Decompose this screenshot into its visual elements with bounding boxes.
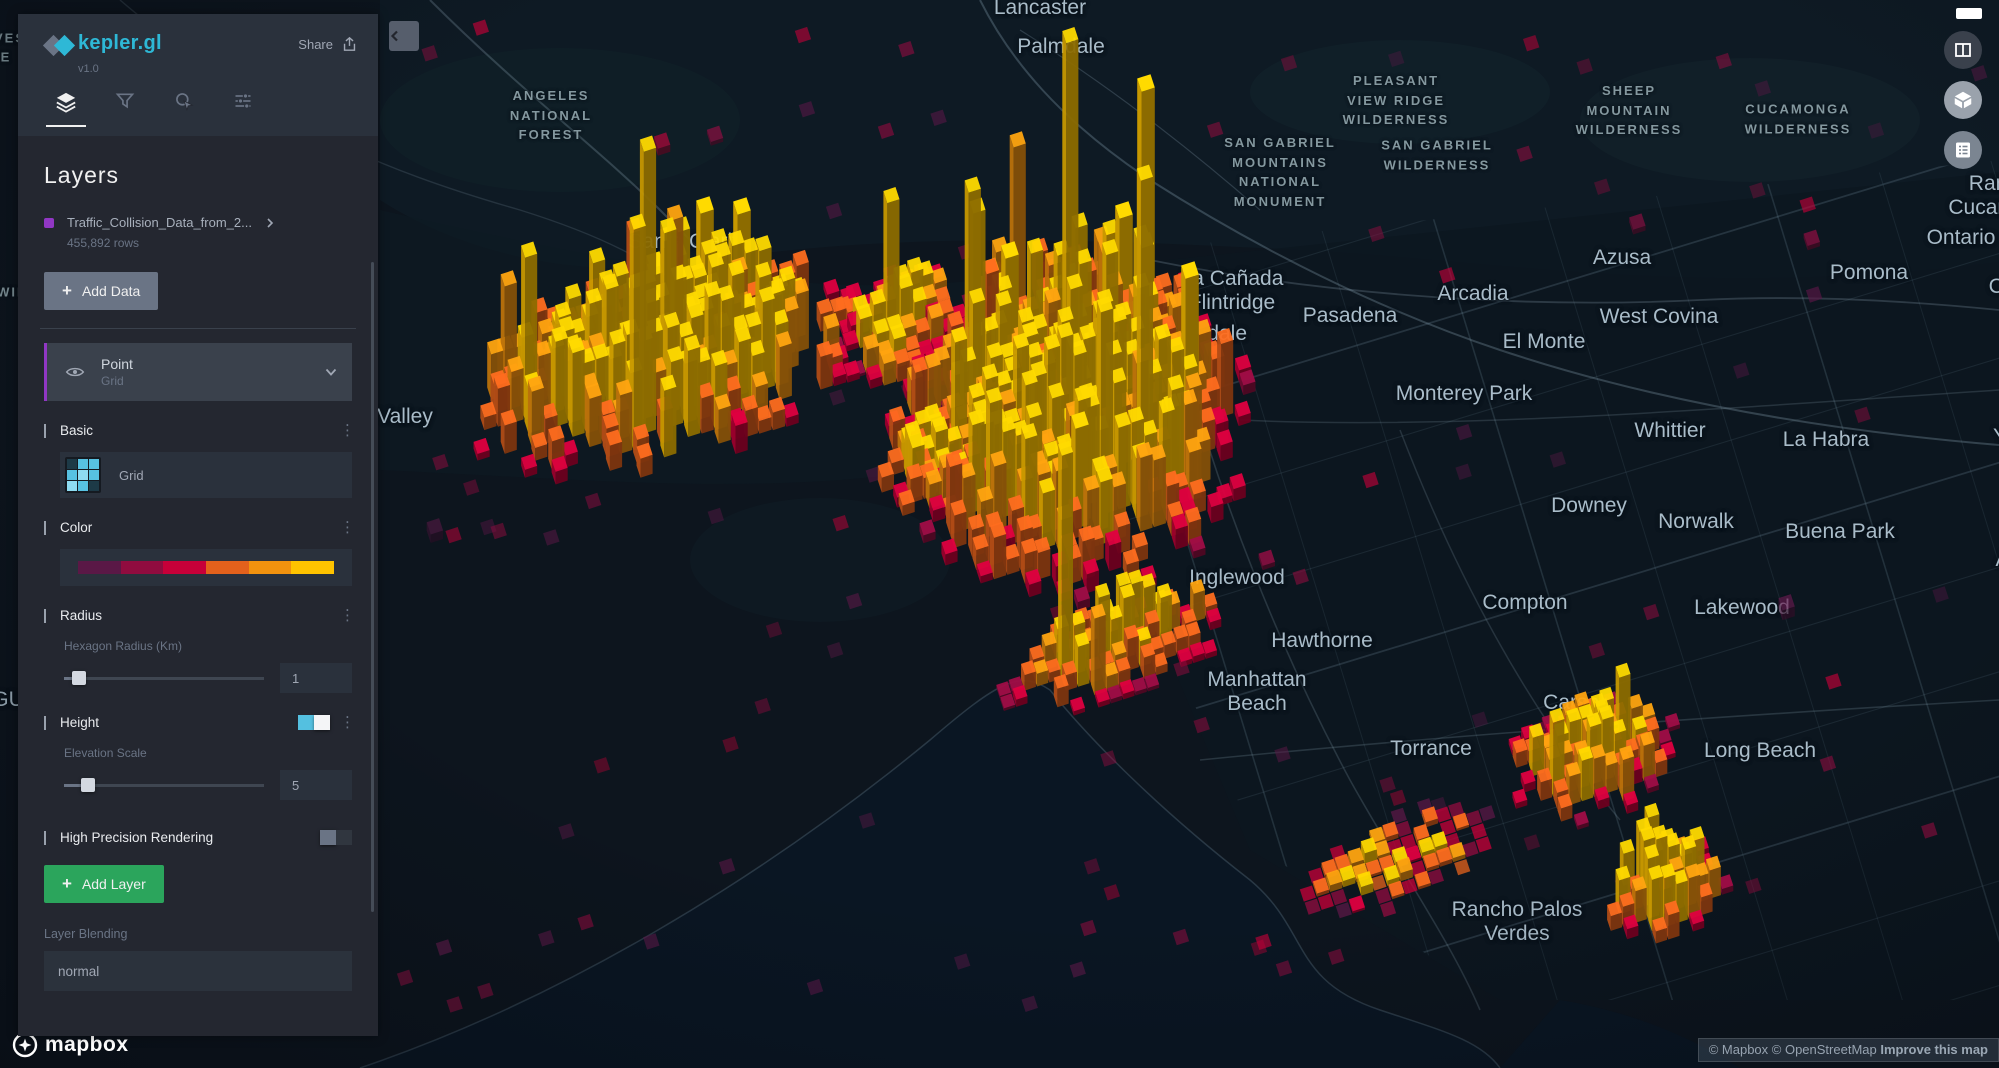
elevation-slider[interactable] — [64, 778, 264, 792]
split-map-icon — [1955, 43, 1971, 57]
section-height: Height ⋮ — [44, 713, 355, 731]
app-logo: kepler.gl — [42, 32, 356, 60]
layer-blending-label: Layer Blending — [44, 927, 128, 941]
section-bar — [44, 830, 46, 845]
legend-icon — [1956, 142, 1970, 158]
export-icon — [343, 36, 356, 51]
layer-type: Grid — [101, 374, 124, 388]
elevation-value-input[interactable] — [280, 770, 352, 800]
grid-type-icon — [65, 457, 101, 493]
chevron-down-icon[interactable] — [324, 365, 338, 379]
layer-blending-value: normal — [58, 963, 100, 979]
slider-track[interactable] — [64, 784, 264, 787]
tab-filters[interactable] — [105, 91, 145, 127]
dataset-color-swatch — [44, 217, 54, 228]
tab-basemap[interactable] — [223, 91, 263, 127]
split-map-button[interactable] — [1944, 31, 1982, 69]
side-panel: kepler.gl v1.0 Share — [18, 14, 378, 1036]
precision-toggle[interactable] — [320, 830, 352, 845]
chevron-left-icon — [390, 30, 398, 42]
section-menu-icon[interactable]: ⋮ — [340, 518, 355, 536]
app-version: v1.0 — [78, 63, 99, 75]
side-panel-header: kepler.gl v1.0 Share — [18, 14, 378, 136]
plus-icon: + — [62, 281, 72, 300]
chevron-right-icon — [267, 217, 274, 228]
section-bar — [44, 715, 46, 730]
improve-map-link[interactable]: Improve this map — [1880, 1042, 1988, 1057]
map-attribution[interactable]: © Mapbox © OpenStreetMap Improve this ma… — [1697, 1038, 1999, 1062]
layer-type-value: Grid — [119, 467, 144, 483]
share-button[interactable]: Share — [298, 36, 358, 53]
radius-value-input[interactable] — [280, 663, 352, 693]
slider-track[interactable] — [64, 677, 264, 680]
slider-fill — [64, 784, 88, 787]
radius-slider[interactable] — [64, 671, 264, 685]
divider — [40, 328, 356, 329]
slider-handle[interactable] — [81, 778, 95, 792]
color-range-field[interactable] — [60, 549, 352, 586]
section-menu-icon[interactable]: ⋮ — [340, 713, 355, 731]
section-basic-label: Basic — [60, 423, 94, 438]
cube-3d-icon — [1954, 91, 1972, 109]
section-color-label: Color — [60, 520, 93, 535]
section-radius-label: Radius — [60, 608, 103, 623]
dataset-item[interactable]: Traffic_Collision_Data_from_2... — [44, 215, 352, 230]
section-height-label: Height — [60, 715, 100, 730]
precision-label: High Precision Rendering — [60, 830, 214, 845]
map-legend-button[interactable] — [1944, 131, 1982, 169]
toggle-3d-button[interactable] — [1944, 81, 1982, 119]
dataset-name: Traffic_Collision_Data_from_2... — [67, 215, 252, 230]
minimize-chip[interactable] — [1956, 8, 1982, 19]
add-data-label: Add Data — [81, 283, 141, 299]
share-label: Share — [298, 37, 333, 52]
side-panel-tabs — [46, 91, 356, 127]
layer-type-selector[interactable]: Grid — [60, 452, 352, 498]
section-basic: Basic ⋮ — [44, 421, 355, 439]
section-radius: Radius ⋮ — [44, 606, 355, 624]
height-sublabel: Elevation Scale — [64, 746, 147, 760]
kepler-logo-icon — [42, 34, 78, 60]
plus-icon: + — [62, 874, 72, 893]
dataset-row-count: 455,892 rows — [67, 236, 140, 250]
add-layer-label: Add Layer — [81, 876, 146, 892]
cursor-click-icon — [176, 93, 194, 111]
section-bar — [44, 608, 46, 623]
slider-handle[interactable] — [72, 671, 86, 685]
section-menu-icon[interactable]: ⋮ — [340, 421, 355, 439]
panel-scrollbar[interactable] — [371, 262, 374, 912]
radius-sublabel: Hexagon Radius (Km) — [64, 639, 183, 653]
layer-panel-header[interactable]: Point Grid — [44, 343, 352, 401]
section-bar — [44, 423, 46, 438]
layers-panel: Layers Traffic_Collision_Data_from_2... … — [18, 136, 378, 1036]
settings-sliders-icon — [235, 93, 251, 109]
layer-name: Point — [101, 356, 133, 372]
attribution-text: © Mapbox © OpenStreetMap — [1708, 1042, 1881, 1057]
height-toggle[interactable] — [298, 715, 330, 730]
panel-title: Layers — [44, 162, 120, 188]
add-data-button[interactable]: + Add Data — [44, 272, 159, 310]
tab-layers[interactable] — [46, 91, 86, 127]
section-bar — [44, 520, 46, 535]
map-controls — [1944, 8, 1982, 169]
layers-icon — [56, 92, 76, 113]
sidebar-collapse-button[interactable] — [389, 21, 419, 51]
color-range-gradient[interactable] — [78, 561, 335, 574]
slider-fill — [64, 677, 78, 680]
add-layer-button[interactable]: + Add Layer — [44, 865, 164, 903]
section-menu-icon[interactable]: ⋮ — [340, 606, 355, 624]
mapbox-logo-text: mapbox — [45, 1033, 129, 1056]
filter-funnel-icon — [115, 93, 135, 109]
section-color: Color ⋮ — [44, 518, 355, 536]
tab-interactions[interactable] — [164, 91, 204, 127]
section-precision: High Precision Rendering — [44, 830, 352, 845]
eye-visible-icon[interactable] — [65, 365, 85, 379]
layer-blending-select[interactable]: normal — [44, 951, 352, 991]
app-title: kepler.gl — [78, 32, 162, 54]
